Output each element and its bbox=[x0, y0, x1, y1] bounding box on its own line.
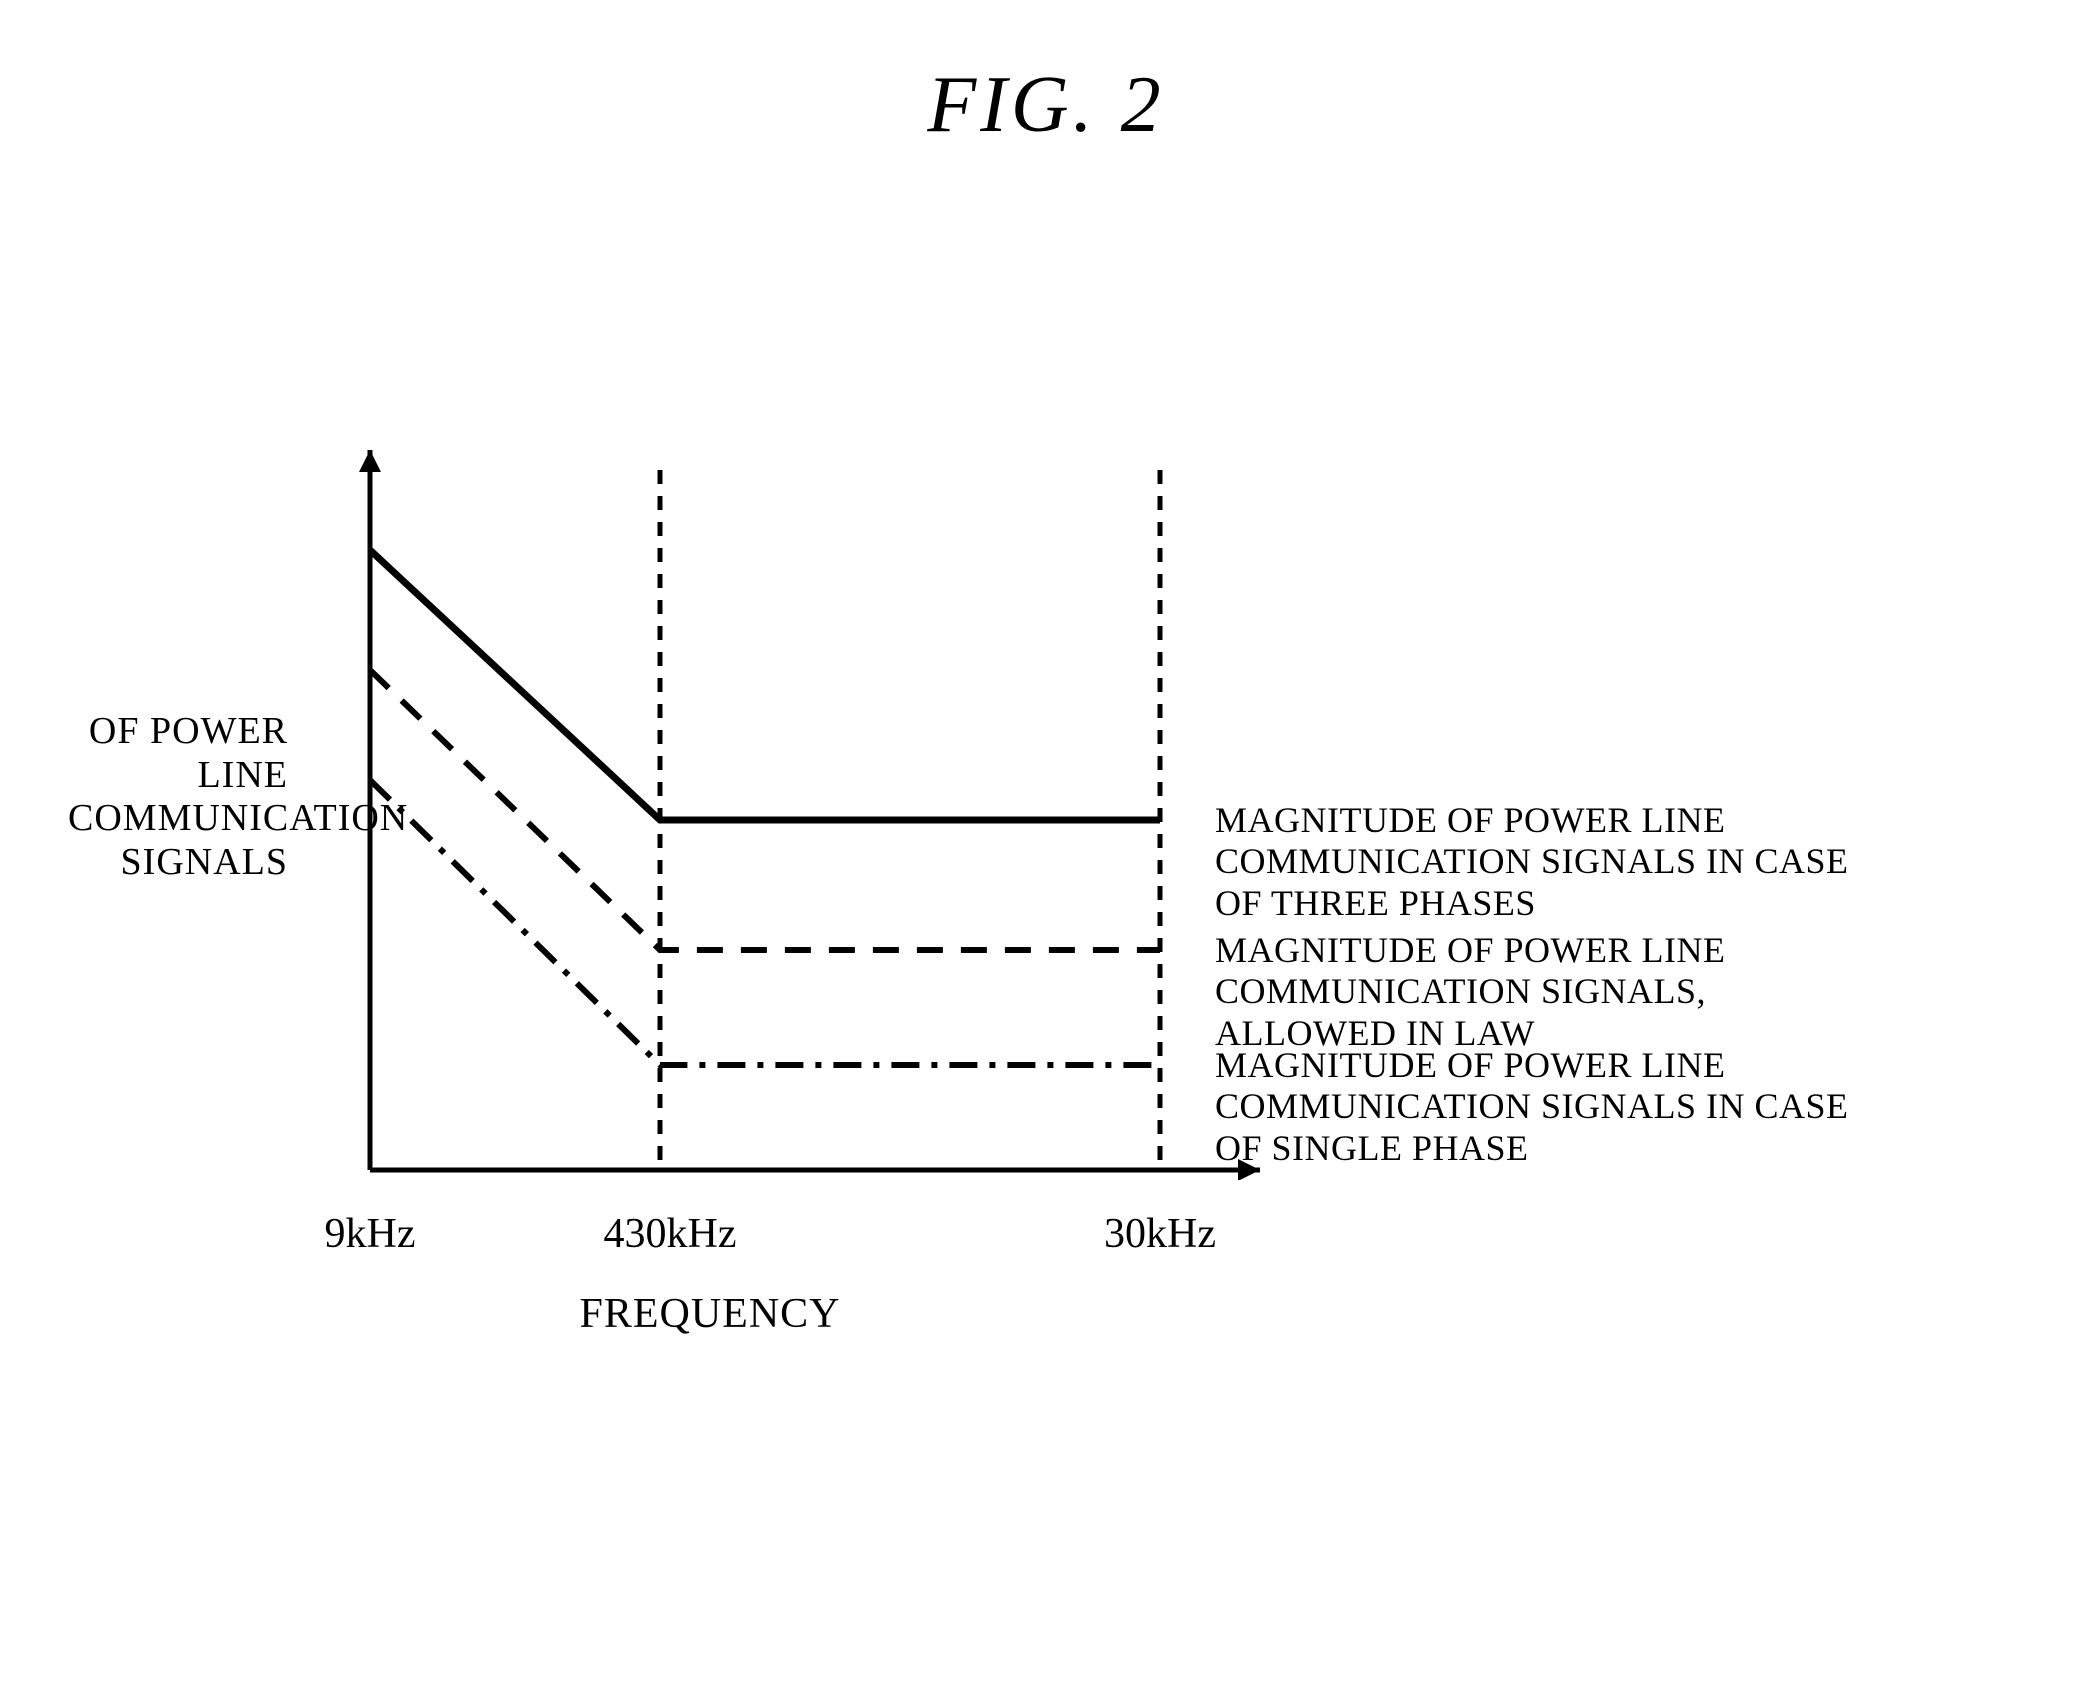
series-label-three-phase: MAGNITUDE OF POWER LINE COMMUNICATION SI… bbox=[1215, 800, 1855, 924]
series-three-phase bbox=[370, 550, 1160, 820]
series-label-single-phase: MAGNITUDE OF POWER LINE COMMUNICATION SI… bbox=[1215, 1045, 1855, 1169]
chart-svg bbox=[280, 440, 1280, 1180]
x-tick-2: 30kHz bbox=[1080, 1210, 1240, 1258]
y-axis-arrow-icon bbox=[359, 450, 381, 472]
x-tick-0: 9kHz bbox=[310, 1210, 430, 1258]
x-axis-label: FREQUENCY bbox=[560, 1290, 860, 1338]
chart-area bbox=[280, 440, 1280, 1180]
figure-title: FIG. 2 bbox=[927, 60, 1164, 151]
y-axis-label: OF POWER LINE COMMUNICATION SIGNALS bbox=[68, 710, 288, 885]
x-tick-1: 430kHz bbox=[590, 1210, 750, 1258]
series-label-allowed-in-law: MAGNITUDE OF POWER LINE COMMUNICATION SI… bbox=[1215, 930, 1855, 1054]
series-allowed-in-law bbox=[370, 670, 1160, 950]
page: FIG. 2 OF POWER LINE COMMUNICATION SIGNA… bbox=[0, 0, 2092, 1682]
